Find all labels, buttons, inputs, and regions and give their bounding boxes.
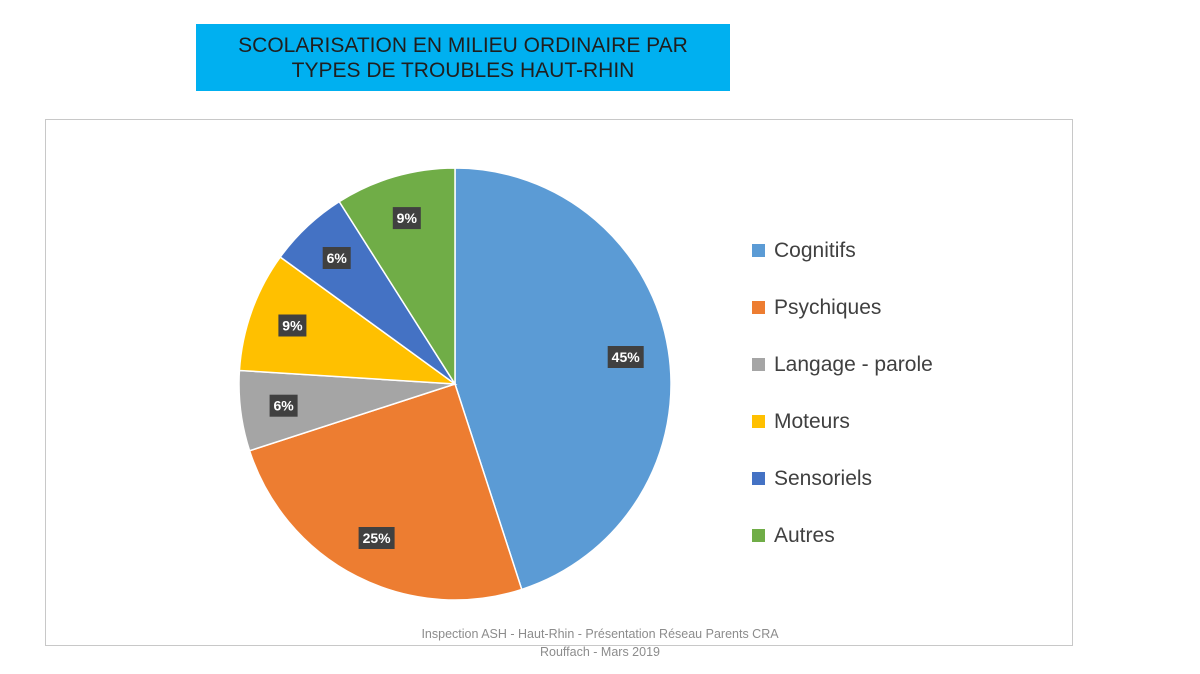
legend-item-5: Autres — [752, 507, 933, 564]
legend-swatch-5 — [752, 529, 765, 542]
legend-label-3: Moteurs — [774, 409, 850, 433]
data-label-box-1 — [358, 527, 395, 549]
legend-swatch-2 — [752, 358, 765, 371]
data-label-box-5 — [392, 207, 421, 230]
chart-title-line-2: TYPES DE TROUBLES HAUT-RHIN — [291, 58, 635, 82]
data-label-box-2 — [269, 394, 298, 417]
pie-slice-1 — [248, 383, 523, 601]
data-label-5: 9% — [392, 207, 421, 230]
legend-label-4: Sensoriels — [774, 466, 873, 490]
data-label-box-4 — [322, 247, 351, 269]
data-label-text-2: 6% — [273, 398, 294, 414]
data-label-text-4: 6% — [327, 250, 348, 266]
pie-slice-3 — [238, 255, 458, 385]
chart-legend: Cognitifs Psychiques Langage - parole Moteu… — [752, 222, 933, 564]
legend-swatch-1 — [752, 301, 765, 314]
data-label-text-3: 9% — [282, 318, 303, 334]
legend-label-2: Langage - parole — [774, 352, 933, 376]
pie-slice-5 — [338, 167, 456, 387]
data-label-1: 25% — [358, 527, 395, 549]
legend-item-4: Sensoriels — [752, 450, 933, 507]
legend-label-0: Cognitifs — [774, 238, 856, 262]
legend-swatch-3 — [752, 415, 765, 428]
legend-swatch-4 — [752, 472, 765, 485]
pie-slice-0 — [454, 167, 672, 591]
data-label-3: 9% — [278, 314, 307, 337]
legend-item-0: Cognitifs — [752, 222, 933, 279]
footer-line-2: Rouffach - Mars 2019 — [540, 645, 660, 659]
chart-area — [45, 119, 1073, 646]
legend-swatch-0 — [752, 244, 765, 257]
chart-title-line-1: SCOLARISATION EN MILIEU ORDINAIRE PAR — [238, 33, 688, 57]
legend-label-5: Autres — [774, 523, 835, 547]
data-label-text-1: 25% — [363, 530, 392, 546]
legend-item-2: Langage - parole — [752, 336, 933, 393]
data-label-text-5: 9% — [397, 210, 418, 226]
legend-item-1: Psychiques — [752, 279, 933, 336]
chart-title: SCOLARISATION EN MILIEU ORDINAIRE PAR TY… — [196, 24, 730, 91]
data-label-4: 6% — [322, 247, 351, 269]
legend-item-3: Moteurs — [752, 393, 933, 450]
legend-label-1: Psychiques — [774, 295, 882, 319]
footer-line-1: Inspection ASH - Haut-Rhin - Présentatio… — [421, 627, 779, 641]
data-label-0: 45% — [607, 346, 644, 368]
data-label-box-3 — [278, 314, 307, 337]
data-label-text-0: 45% — [612, 349, 641, 365]
data-label-box-0 — [607, 346, 644, 368]
data-label-2: 6% — [269, 394, 298, 417]
